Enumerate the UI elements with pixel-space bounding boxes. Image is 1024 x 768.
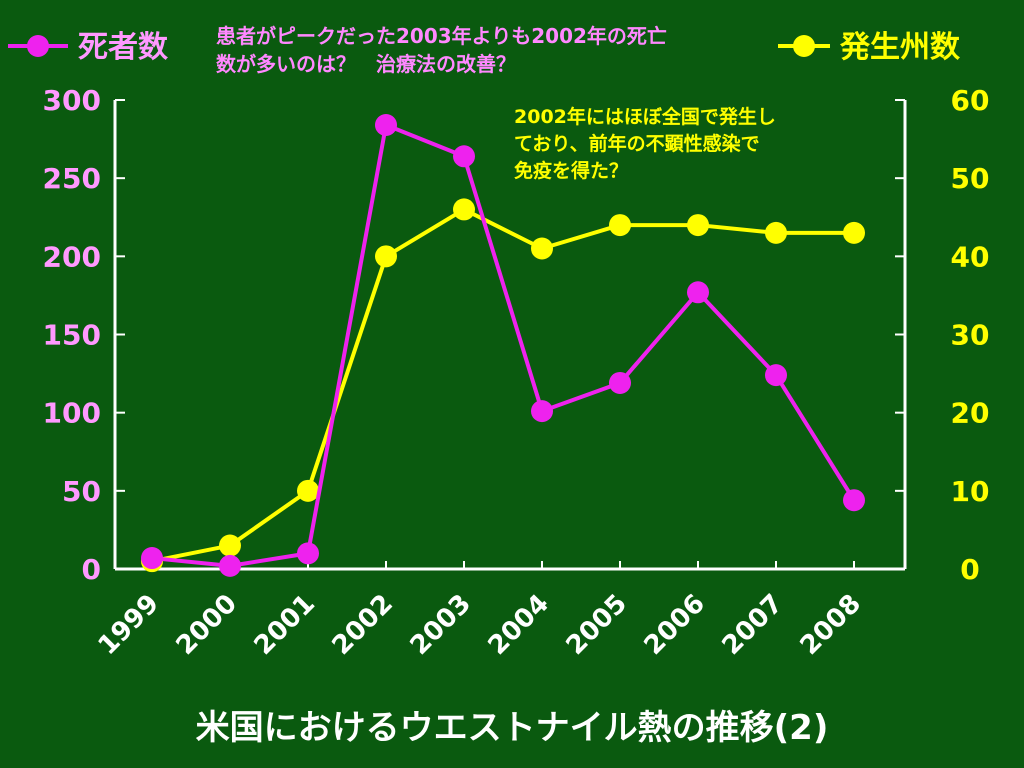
data-point-deaths-2005 <box>609 371 631 394</box>
y-left-tick-label: 150 <box>43 319 101 352</box>
x-tick-label: 2006 <box>639 589 711 661</box>
annotation-top: 患者がピークだった2003年よりも2002年の死亡 数が多いのは？ 治療法の改善… <box>216 22 756 78</box>
chart-title: 米国におけるウエストナイル熱の推移(2) <box>195 708 829 748</box>
data-point-states-2008 <box>843 221 865 244</box>
y-right-tick-label: 10 <box>951 475 990 508</box>
data-point-deaths-1999 <box>141 547 163 570</box>
data-point-states-2005 <box>609 214 631 237</box>
data-point-states-2007 <box>765 221 787 244</box>
series-line-deaths <box>151 123 856 568</box>
annotation-top-line-2: 数が多いのは？ 治療法の改善？ <box>216 52 516 76</box>
data-point-deaths-2007 <box>765 364 787 387</box>
x-tick-label: 2007 <box>717 589 789 661</box>
data-point-deaths-2006 <box>687 281 709 304</box>
data-point-deaths-2001 <box>297 542 319 565</box>
data-point-deaths-2003 <box>453 145 475 168</box>
x-tick-label: 2002 <box>327 589 399 661</box>
x-tick-label: 2001 <box>249 589 321 661</box>
data-point-deaths-2004 <box>531 400 553 423</box>
legend-deaths-marker <box>8 35 68 57</box>
legend-states-marker <box>778 35 830 57</box>
x-tick-label: 2003 <box>405 589 477 661</box>
data-point-states-2002 <box>375 245 397 268</box>
y-left-tick-label: 250 <box>43 162 101 195</box>
annotation-mid: 2002年にはほぼ全国で発生し ており、前年の不顕性感染で 免疫を得た？ <box>514 104 874 185</box>
y-right-tick-label: 20 <box>951 397 990 430</box>
y-right-tick-label: 60 <box>951 84 990 117</box>
y-left-tick-label: 100 <box>43 397 101 430</box>
x-tick-label: 2004 <box>483 589 555 661</box>
y-left-tick-label: 200 <box>43 240 101 273</box>
data-point-deaths-2008 <box>843 489 865 512</box>
y-right-tick-label: 50 <box>951 162 990 195</box>
x-tick-label: 2008 <box>795 589 867 661</box>
annotation-mid-line-2: ており、前年の不顕性感染で <box>514 133 760 155</box>
annotation-top-line-1: 患者がピークだった2003年よりも2002年の死亡 <box>216 24 667 48</box>
x-tick-label: 2000 <box>171 589 243 661</box>
y-left-tick-label: 0 <box>82 553 101 586</box>
y-right-tick-label: 0 <box>960 553 979 586</box>
legend-deaths: 死者数 <box>6 22 168 66</box>
legend-states: 発生州数 <box>776 22 960 66</box>
data-point-deaths-2002 <box>375 114 397 137</box>
x-tick-label: 2005 <box>561 589 633 661</box>
data-point-states-2004 <box>531 237 553 260</box>
x-tick-label: 1999 <box>93 589 165 661</box>
series-line-states <box>151 207 854 564</box>
y-right-tick-label: 30 <box>951 319 990 352</box>
annotation-mid-line-1: 2002年にはほぼ全国で発生し <box>514 106 776 128</box>
data-point-states-2000 <box>219 534 241 557</box>
y-left-tick-label: 50 <box>62 475 101 508</box>
legend-states-label: 発生州数 <box>840 30 960 65</box>
legend-deaths-label: 死者数 <box>78 30 168 65</box>
data-point-states-2001 <box>297 479 319 502</box>
y-right-tick-label: 40 <box>951 240 990 273</box>
data-point-states-2003 <box>453 198 475 221</box>
y-left-tick-label: 300 <box>43 84 101 117</box>
data-point-states-2006 <box>687 214 709 237</box>
annotation-mid-line-3: 免疫を得た？ <box>514 160 629 182</box>
data-point-deaths-2000 <box>219 554 241 577</box>
